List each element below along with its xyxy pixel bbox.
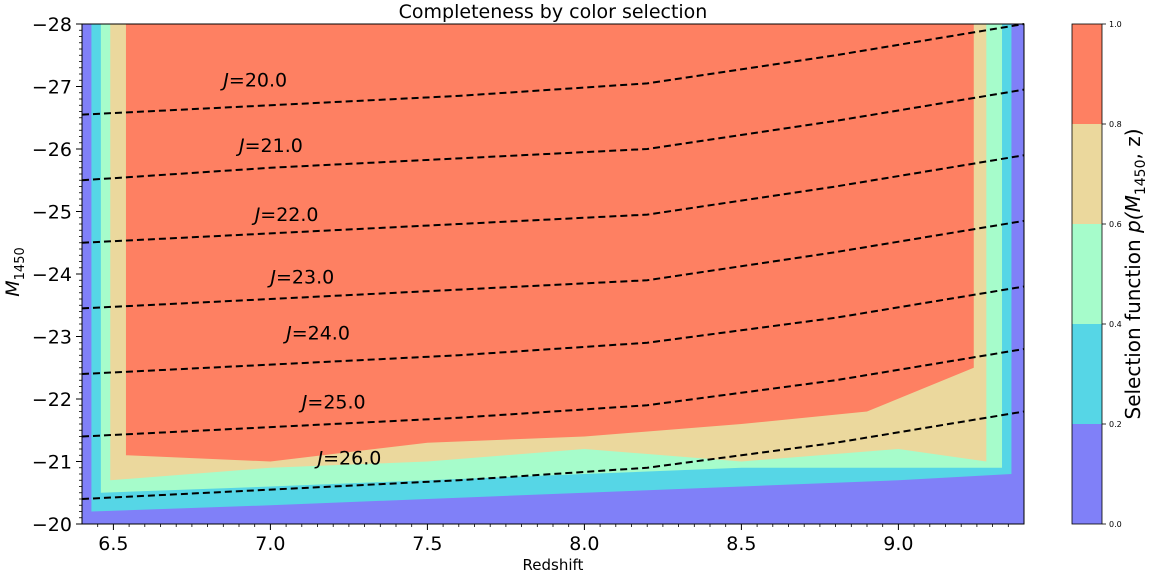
j-line-4 xyxy=(81,285,1025,375)
contour-level-4 xyxy=(125,24,974,462)
colorbar-label-suffix: , z) xyxy=(1121,128,1145,159)
j-line-1 xyxy=(81,88,1025,182)
colorbar-tick-label-2: 0.4 xyxy=(1109,320,1122,329)
colorbar-tick-label-1: 0.2 xyxy=(1109,420,1122,429)
colorbar-tick-label-4: 0.8 xyxy=(1109,120,1122,129)
j-line-label-3: J=23.0 xyxy=(266,266,334,288)
j-line-label-value: =23.0 xyxy=(276,266,334,288)
colorbar-label-math: p(M xyxy=(1121,195,1145,234)
x-tick-label-2: 7.5 xyxy=(412,533,442,555)
colorbar-band-0 xyxy=(1072,424,1102,524)
j-line-label-value: =21.0 xyxy=(245,135,303,157)
j-line-label-4: J=24.0 xyxy=(282,323,350,345)
j-line-label-prefix: J xyxy=(235,135,245,157)
chart-title: Completeness by color selection xyxy=(399,1,708,23)
colorbar-label: Selection function p(M1450, z) xyxy=(1121,128,1149,419)
x-axis-label: Redshift xyxy=(523,556,584,574)
y-tick-label-8: −20 xyxy=(32,514,72,536)
j-line-label-0: J=20.0 xyxy=(219,70,287,92)
y-tick-label-0: −28 xyxy=(32,14,72,36)
x-tick-label-1: 7.0 xyxy=(255,533,285,555)
y-tick-label-4: −24 xyxy=(32,264,72,286)
contour-layer xyxy=(82,24,1024,524)
j-line-label-prefix: J xyxy=(251,204,261,226)
y-axis: −28 −27 −26 −25 −24 −23 −22 −21 −20 xyxy=(32,14,82,536)
y-tick-label-6: −22 xyxy=(32,389,72,411)
j-line-3 xyxy=(81,219,1025,310)
j-line-label-prefix: J xyxy=(266,266,276,288)
x-tick-label-4: 8.5 xyxy=(726,533,756,555)
j-line-label-1: J=21.0 xyxy=(235,135,303,157)
colorbar-band-3 xyxy=(1072,124,1102,224)
x-tick-label-5: 9.0 xyxy=(883,533,913,555)
plot-area: J=20.0J=21.0J=22.0J=23.0J=24.0J=25.0J=26… xyxy=(81,23,1025,525)
j-line-label-value: =25.0 xyxy=(307,391,365,413)
j-line-label-prefix: J xyxy=(298,391,308,413)
y-tick-label-1: −27 xyxy=(32,77,72,99)
j-line-label-5: J=25.0 xyxy=(298,391,366,413)
y-tick-label-7: −21 xyxy=(32,452,72,474)
j-line-label-value: =24.0 xyxy=(292,323,350,345)
j-line-label-prefix: J xyxy=(282,323,292,345)
j-line-label-value: =22.0 xyxy=(260,204,318,226)
y-tick-label-5: −23 xyxy=(32,327,72,349)
j-line-2 xyxy=(81,154,1025,244)
x-tick-label-0: 6.5 xyxy=(98,533,128,555)
j-line-0 xyxy=(81,23,1025,116)
colorbar-tick-label-0: 0.0 xyxy=(1109,520,1122,529)
colorbar-tick-label-5: 1.0 xyxy=(1109,20,1122,29)
j-line-6 xyxy=(81,410,1025,500)
y-axis-label-sub: 1450 xyxy=(13,247,28,280)
j-line-label-6: J=26.0 xyxy=(314,448,382,470)
y-axis-label: M1450 xyxy=(2,247,28,297)
y-axis-label-main: M xyxy=(2,280,24,296)
colorbar-band-4 xyxy=(1072,24,1102,124)
y-tick-label-3: −25 xyxy=(32,202,72,224)
j-line-label-value: =26.0 xyxy=(323,448,381,470)
colorbar-band-1 xyxy=(1072,324,1102,424)
j-line-label-prefix: J xyxy=(219,70,229,92)
y-tick-label-2: −26 xyxy=(32,139,72,161)
j-line-5 xyxy=(81,348,1025,438)
x-axis: 6.5 7.0 7.5 8.0 8.5 9.0 xyxy=(97,524,1009,555)
colorbar: 0.0 0.2 0.4 0.6 0.8 1.0 xyxy=(1071,20,1122,529)
j-line-label-prefix: J xyxy=(314,448,324,470)
colorbar-label-prefix: Selection function xyxy=(1121,233,1145,420)
x-tick-label-3: 8.0 xyxy=(569,533,599,555)
colorbar-band-2 xyxy=(1072,224,1102,324)
colorbar-frame xyxy=(1071,23,1103,525)
j-line-label-2: J=22.0 xyxy=(251,204,319,226)
j-line-label-value: =20.0 xyxy=(229,70,287,92)
colorbar-tick-label-3: 0.6 xyxy=(1109,220,1122,229)
colorbar-label-sub: 1450 xyxy=(1133,160,1149,196)
